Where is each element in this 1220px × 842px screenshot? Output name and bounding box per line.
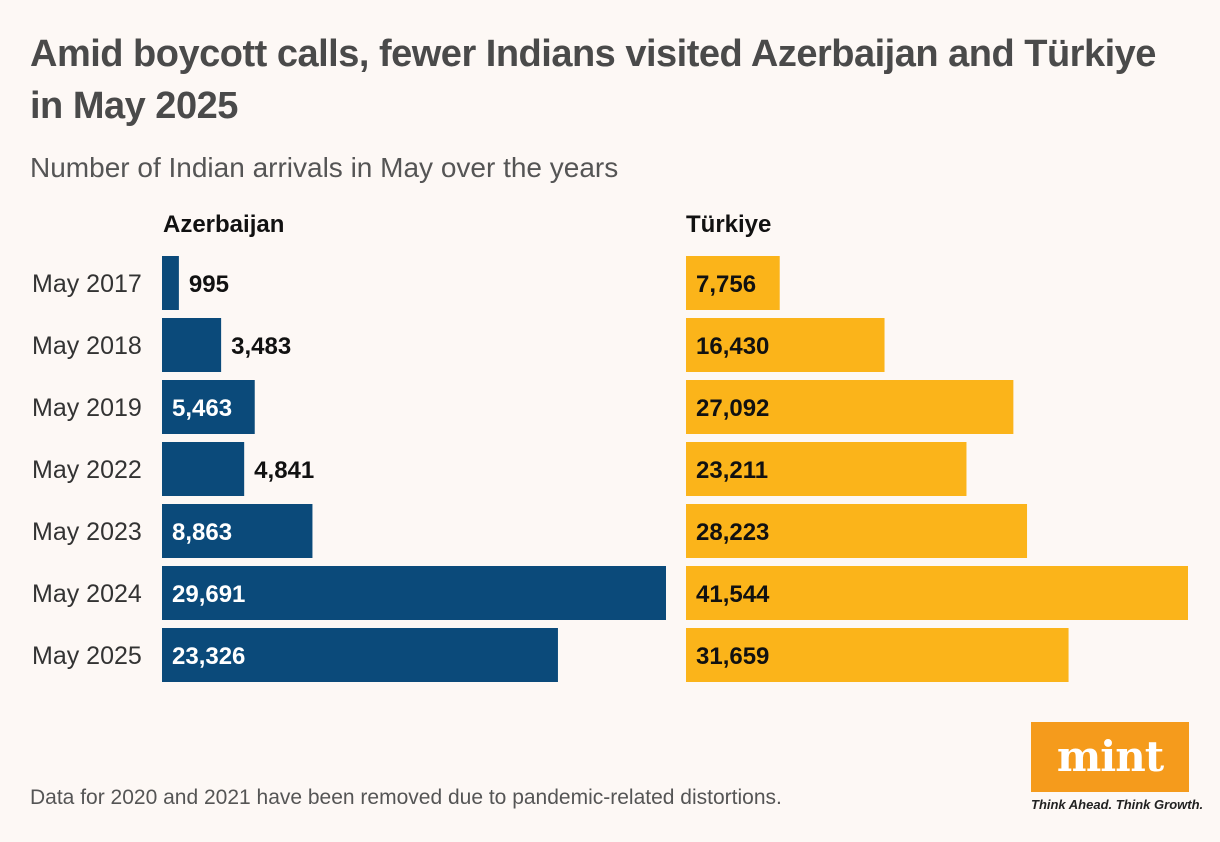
bar-turkiye xyxy=(686,256,780,310)
mint-logo: mint xyxy=(1031,722,1189,792)
bar-azerbaijan xyxy=(162,380,255,434)
category-label: May 2019 xyxy=(32,394,142,422)
data-label-azerbaijan: 29,691 xyxy=(172,581,245,608)
category-label: May 2024 xyxy=(32,580,142,608)
logo-tagline: Think Ahead. Think Growth. xyxy=(1031,797,1204,812)
data-label-turkiye: 27,092 xyxy=(696,395,769,422)
bar-turkiye xyxy=(686,566,1188,620)
panel-header-turkiye: Türkiye xyxy=(686,211,772,238)
category-label: May 2022 xyxy=(32,456,142,484)
logo-wordmark: mint xyxy=(1056,732,1164,781)
bar-azerbaijan xyxy=(162,318,222,372)
data-label-turkiye: 41,544 xyxy=(696,581,770,608)
data-label-turkiye: 31,659 xyxy=(696,643,769,670)
data-label-azerbaijan: 4,841 xyxy=(254,457,314,484)
bar-azerbaijan xyxy=(162,566,666,620)
bar-turkiye xyxy=(686,318,885,372)
panel-header-azerbaijan: Azerbaijan xyxy=(163,211,285,238)
data-label-azerbaijan: 5,463 xyxy=(172,395,232,422)
data-label-turkiye: 23,211 xyxy=(696,457,768,484)
data-label-turkiye: 7,756 xyxy=(696,271,756,298)
bar-turkiye xyxy=(686,442,967,496)
bar-azerbaijan xyxy=(162,442,245,496)
chart-subtitle: Number of Indian arrivals in May over th… xyxy=(30,152,619,183)
footnote: Data for 2020 and 2021 have been removed… xyxy=(30,786,782,809)
bar-turkiye xyxy=(686,628,1069,682)
bar-azerbaijan xyxy=(162,256,179,310)
bar-azerbaijan xyxy=(162,628,558,682)
data-label-turkiye: 28,223 xyxy=(696,519,769,546)
data-label-azerbaijan: 8,863 xyxy=(172,519,232,546)
chart-title: Amid boycott calls, fewer Indians visite… xyxy=(30,33,1156,127)
data-label-azerbaijan: 3,483 xyxy=(231,333,291,360)
bar-azerbaijan xyxy=(162,504,313,558)
category-label: May 2023 xyxy=(32,518,142,546)
data-label-turkiye: 16,430 xyxy=(696,333,769,360)
data-label-azerbaijan: 995 xyxy=(189,271,229,298)
category-label: May 2018 xyxy=(32,332,142,360)
bar-turkiye xyxy=(686,504,1028,558)
category-label: May 2025 xyxy=(32,642,142,670)
category-label: May 2017 xyxy=(32,270,142,298)
data-label-azerbaijan: 23,326 xyxy=(172,643,245,670)
bar-turkiye xyxy=(686,380,1014,434)
